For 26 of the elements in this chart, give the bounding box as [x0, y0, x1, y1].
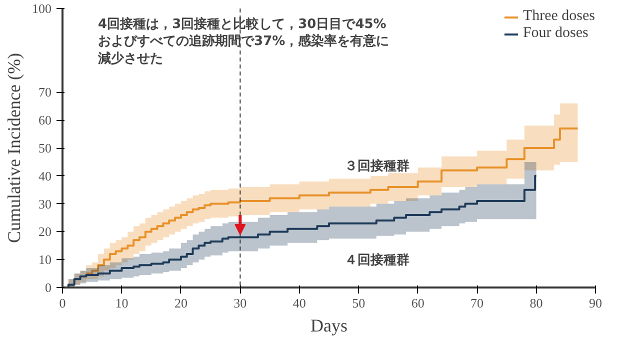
x-tick-label: 60 [411, 296, 424, 310]
x-tick-label: 30 [234, 296, 247, 310]
y-tick-label: 40 [38, 168, 52, 184]
x-tick-label: 90 [589, 296, 602, 310]
x-tick-label: 10 [115, 296, 128, 310]
y-tick-label: 100 [32, 1, 52, 16]
annotation: ３回接種群 [344, 158, 410, 174]
y-axis-title: Cumulative Incidence (%) [4, 53, 24, 243]
x-tick-label: 70 [470, 296, 484, 310]
y-tick-label: 50 [38, 140, 52, 156]
x-tick-label: 40 [292, 296, 306, 310]
y-tick-label: 60 [38, 112, 52, 128]
annotation: ４回接種群 [344, 252, 410, 268]
text: 4回接種は，3回接種と比較して，30日目で45%およびすべての追跡期間で37%，感染率を有意に減少させた [97, 16, 390, 66]
x-tick-label: 20 [174, 296, 188, 310]
y-tick-label: 0 [45, 280, 52, 295]
legend-label: Four doses [522, 25, 588, 42]
legend-label: Three doses [522, 8, 595, 25]
y-tick-label: 20 [38, 224, 52, 240]
x-tick-label: 0 [59, 296, 66, 310]
y-tick-label: 10 [38, 252, 52, 268]
y-tick-label: 70 [38, 84, 52, 100]
x-tick-label: 50 [352, 296, 366, 310]
x-tick-label: 80 [530, 296, 543, 310]
x-axis-title: Days [310, 316, 348, 336]
y-tick-label: 30 [38, 196, 52, 212]
